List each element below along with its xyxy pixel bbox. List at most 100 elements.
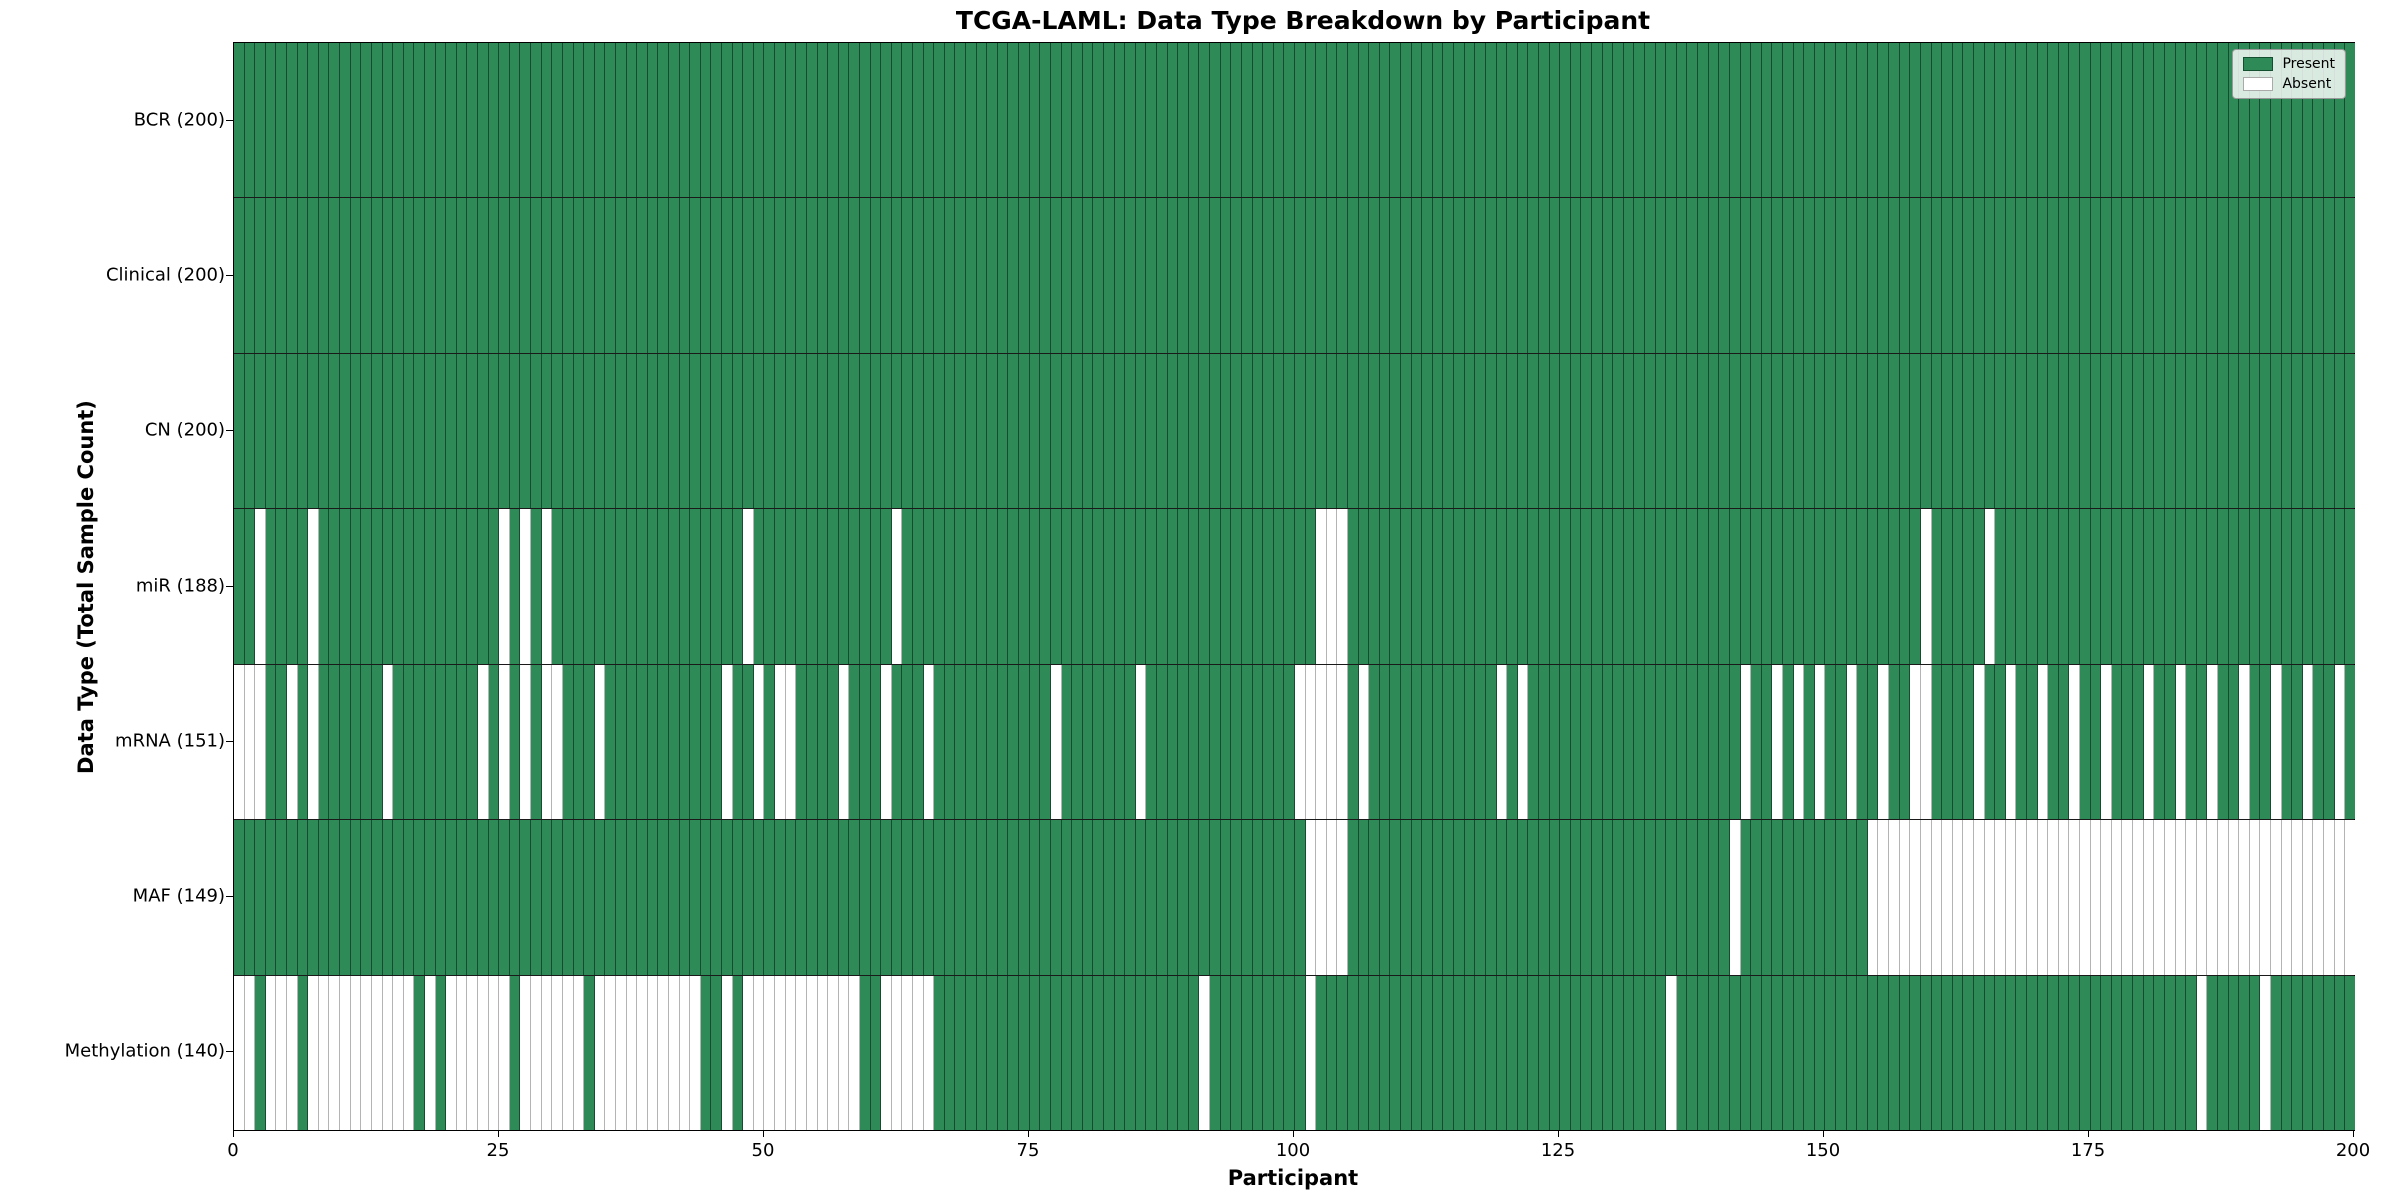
heatmap-cell bbox=[361, 975, 372, 1130]
heatmap-cell bbox=[1019, 975, 1030, 1130]
heatmap-cell bbox=[1241, 975, 1253, 1130]
heatmap-cell bbox=[1252, 975, 1264, 1130]
heatmap-cell bbox=[1464, 353, 1476, 509]
heatmap-cell bbox=[2080, 664, 2091, 820]
heatmap-cell bbox=[913, 664, 924, 820]
heatmap-cell bbox=[2271, 975, 2282, 1130]
heatmap-cell bbox=[531, 664, 542, 820]
heatmap-cell bbox=[1878, 353, 1890, 509]
heatmap-cell bbox=[753, 509, 765, 664]
heatmap-cell bbox=[520, 198, 532, 353]
heatmap-cell bbox=[2164, 198, 2176, 353]
heatmap-cell bbox=[1061, 353, 1073, 509]
heatmap-cell bbox=[1284, 820, 1295, 975]
heatmap-cell bbox=[828, 664, 839, 820]
heatmap-cell bbox=[1464, 975, 1476, 1130]
heatmap-cell bbox=[2186, 353, 2197, 509]
heatmap-cell bbox=[276, 353, 288, 509]
heatmap-cell bbox=[287, 975, 298, 1130]
heatmap-cell bbox=[2080, 198, 2091, 353]
heatmap-cell bbox=[743, 43, 754, 198]
heatmap-cell bbox=[817, 353, 829, 509]
heatmap-cell bbox=[2080, 820, 2091, 975]
heatmap-cell bbox=[615, 664, 627, 820]
heatmap-cell bbox=[1761, 353, 1773, 509]
heatmap-cell bbox=[1613, 43, 1624, 198]
heatmap-cell bbox=[478, 664, 489, 820]
heatmap-cell bbox=[2281, 975, 2293, 1130]
heatmap-cell bbox=[828, 509, 839, 664]
heatmap-cell bbox=[1592, 820, 1603, 975]
heatmap-cell bbox=[584, 820, 595, 975]
heatmap-cell bbox=[1443, 43, 1455, 198]
heatmap-cell bbox=[1305, 664, 1317, 820]
heatmap-cell bbox=[1475, 198, 1486, 353]
heatmap-cell bbox=[1931, 198, 1943, 353]
heatmap-cell bbox=[1358, 664, 1370, 820]
heatmap-cell bbox=[1814, 664, 1826, 820]
heatmap-cell bbox=[966, 43, 977, 198]
heatmap-cell bbox=[987, 664, 998, 820]
heatmap-cell bbox=[2133, 664, 2144, 820]
heatmap-cell bbox=[913, 820, 924, 975]
heatmap-cell bbox=[891, 198, 903, 353]
heatmap-cell bbox=[1167, 43, 1179, 198]
heatmap-cell bbox=[2334, 509, 2346, 664]
heatmap-cell bbox=[414, 509, 425, 664]
heatmap-cell bbox=[2302, 198, 2314, 353]
heatmap-cell bbox=[1337, 43, 1348, 198]
heatmap-cell bbox=[1772, 975, 1783, 1130]
heatmap-cell bbox=[1910, 820, 1921, 975]
heatmap-cell bbox=[531, 198, 542, 353]
heatmap-cell bbox=[806, 975, 818, 1130]
heatmap-cell bbox=[1676, 198, 1688, 353]
heatmap-cell bbox=[499, 820, 510, 975]
heatmap-cell bbox=[1082, 509, 1094, 664]
heatmap-cell bbox=[1019, 43, 1030, 198]
heatmap-cell bbox=[1157, 198, 1168, 353]
heatmap-cell bbox=[1666, 198, 1677, 353]
heatmap-cell bbox=[1390, 353, 1402, 509]
y-tick-mark bbox=[226, 1051, 233, 1053]
heatmap-cell bbox=[668, 975, 680, 1130]
heatmap-cell bbox=[806, 43, 818, 198]
heatmap-cell bbox=[1878, 975, 1890, 1130]
heatmap-cell bbox=[1995, 975, 2006, 1130]
heatmap-cell bbox=[1369, 664, 1380, 820]
heatmap-cell bbox=[1538, 43, 1550, 198]
heatmap-cell bbox=[1952, 820, 1964, 975]
heatmap-cell bbox=[478, 43, 489, 198]
heatmap-cell bbox=[2292, 664, 2303, 820]
heatmap-cell bbox=[1252, 820, 1264, 975]
heatmap-cell bbox=[1687, 664, 1699, 820]
heatmap-cell bbox=[722, 820, 733, 975]
heatmap-cell bbox=[1719, 198, 1730, 353]
heatmap-cell bbox=[234, 198, 245, 353]
heatmap-cell bbox=[1984, 43, 1996, 198]
heatmap-cell bbox=[2271, 198, 2282, 353]
heatmap-cell bbox=[287, 820, 298, 975]
heatmap-cell bbox=[1645, 664, 1656, 820]
heatmap-cell bbox=[1740, 43, 1752, 198]
heatmap-cell bbox=[1920, 198, 1932, 353]
heatmap-cell bbox=[1942, 198, 1953, 353]
heatmap-cell bbox=[1804, 43, 1815, 198]
heatmap-cell bbox=[1411, 509, 1423, 664]
heatmap-cell bbox=[2345, 820, 2355, 975]
heatmap-cell bbox=[775, 198, 786, 353]
heatmap-cell bbox=[1793, 975, 1805, 1130]
heatmap-cell bbox=[637, 975, 648, 1130]
y-tick-miR: miR (188) bbox=[135, 575, 225, 596]
heatmap-cell bbox=[244, 509, 256, 664]
heatmap-cell bbox=[1857, 198, 1868, 353]
heatmap-cell bbox=[329, 820, 341, 975]
heatmap-cell bbox=[870, 198, 882, 353]
heatmap-cell bbox=[838, 509, 850, 664]
heatmap-cell bbox=[1899, 820, 1911, 975]
heatmap-cell bbox=[2345, 664, 2355, 820]
heatmap-cell bbox=[276, 664, 288, 820]
heatmap-cell bbox=[722, 975, 733, 1130]
heatmap-cell bbox=[913, 509, 924, 664]
heatmap-cell bbox=[700, 975, 712, 1130]
heatmap-cell bbox=[955, 43, 967, 198]
